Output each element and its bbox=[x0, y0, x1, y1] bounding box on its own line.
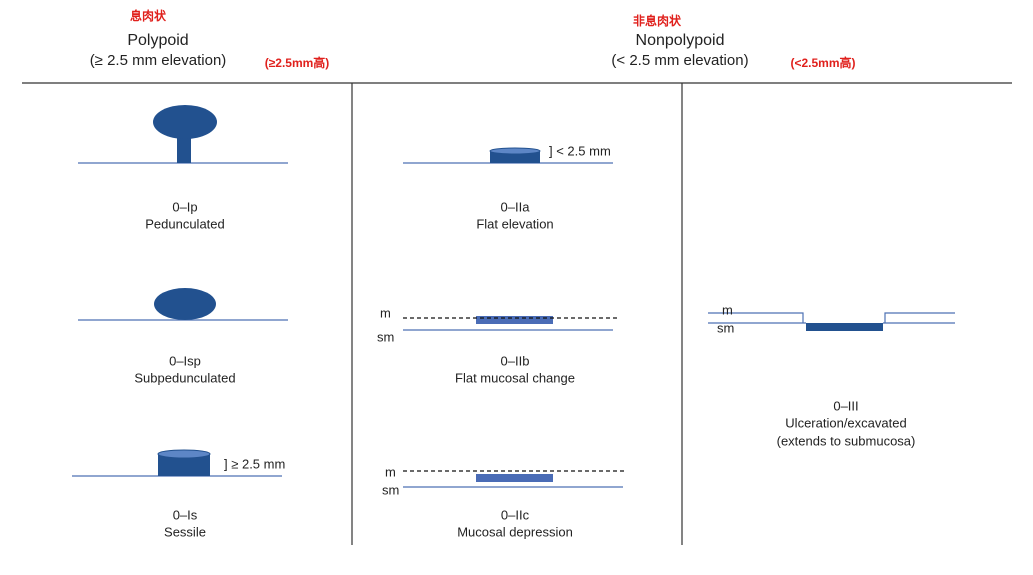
cn-label: 息肉状 bbox=[130, 8, 167, 23]
depressed-lesion bbox=[476, 474, 553, 482]
layer-label: sm bbox=[382, 482, 399, 497]
group-subtitle: (≥ 2.5 mm elevation) bbox=[90, 52, 227, 69]
lesion-name: Flat mucosal change bbox=[455, 370, 575, 385]
mucosa-line bbox=[884, 312, 955, 323]
lesion-code: 0–Ip bbox=[172, 199, 197, 214]
height-label: ] ≥ 2.5 mm bbox=[224, 456, 285, 471]
layer-label: sm bbox=[717, 320, 734, 335]
sessile-body bbox=[158, 454, 210, 476]
lesion-code: 0–Isp bbox=[169, 353, 201, 368]
sessile-top bbox=[157, 449, 211, 459]
group-subtitle: (< 2.5 mm elevation) bbox=[611, 52, 748, 69]
polyp bbox=[153, 105, 217, 139]
flat-lesion bbox=[476, 316, 553, 324]
height-label: ] < 2.5 mm bbox=[549, 143, 611, 158]
lesion-name: Pedunculated bbox=[145, 216, 225, 231]
cn-label: 非息肉状 bbox=[633, 13, 682, 28]
lesion-code: 0–IIb bbox=[501, 353, 530, 368]
layer-label: m bbox=[385, 464, 396, 479]
lesion-name: Ulceration/excavated bbox=[785, 415, 906, 430]
lesion-code: 0–III bbox=[833, 398, 858, 413]
lesion-code: 0–IIc bbox=[501, 507, 530, 522]
flat-top bbox=[489, 147, 541, 155]
group-title: Nonpolypoid bbox=[636, 32, 725, 49]
mucosa-line bbox=[708, 312, 804, 323]
lesion-name: Mucosal depression bbox=[457, 524, 573, 539]
layer-label: m bbox=[380, 305, 391, 320]
cn-note: (≥2.5mm高) bbox=[265, 55, 330, 70]
lesion-code: 0–Is bbox=[173, 507, 198, 522]
polyp bbox=[154, 288, 216, 320]
layer-label: sm bbox=[377, 329, 394, 344]
group-title: Polypoid bbox=[127, 32, 188, 49]
lesion-code: 0–IIa bbox=[501, 199, 531, 214]
ulcer bbox=[806, 323, 883, 331]
lesion-note: (extends to submucosa) bbox=[777, 433, 916, 448]
cn-note: (<2.5mm高) bbox=[790, 55, 855, 70]
layer-label: m bbox=[722, 302, 733, 317]
lesion-name: Sessile bbox=[164, 524, 206, 539]
lesion-name: Subpedunculated bbox=[134, 370, 235, 385]
lesion-name: Flat elevation bbox=[476, 216, 553, 231]
